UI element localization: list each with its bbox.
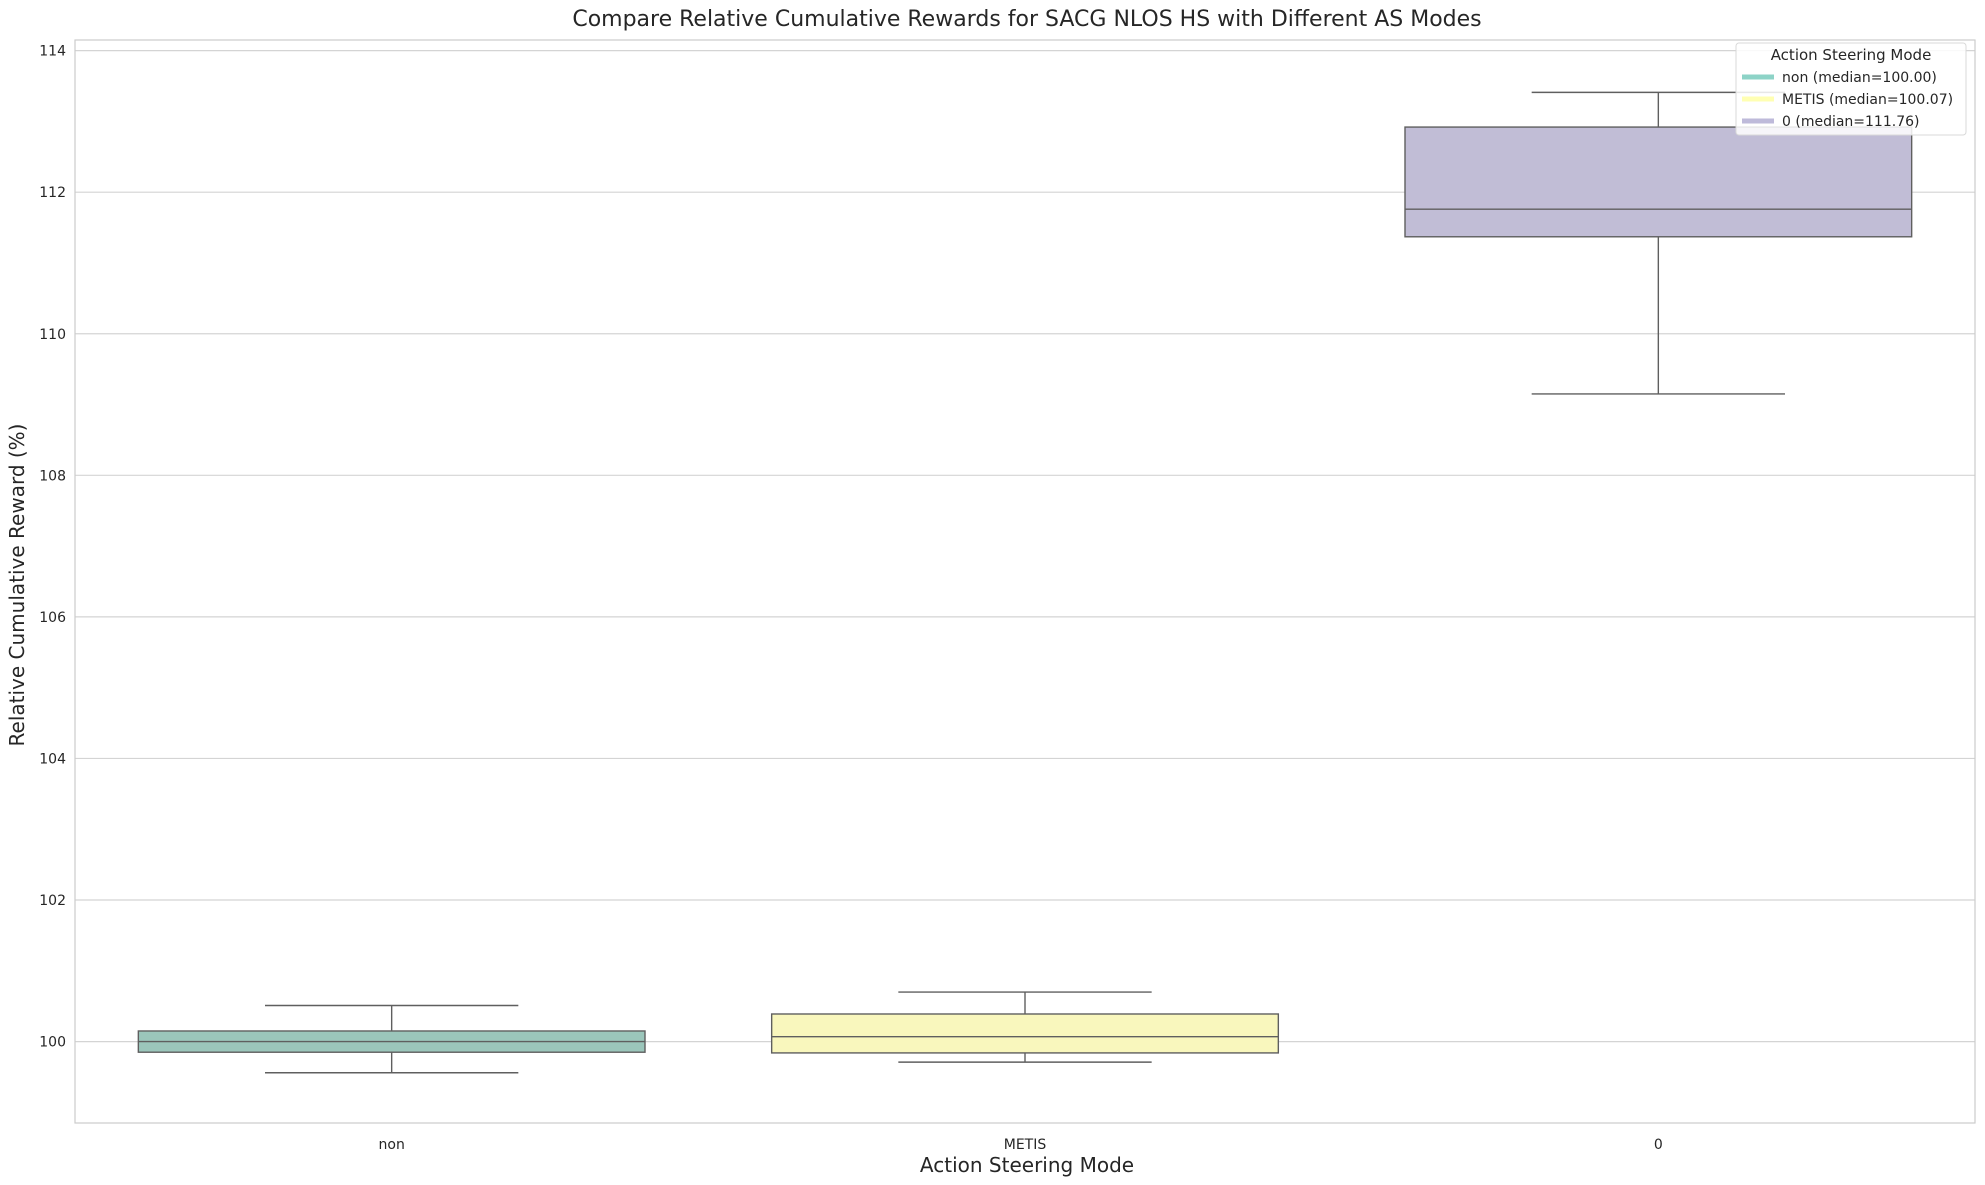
legend-title: Action Steering Mode [1771,46,1932,64]
box-series [137,91,1913,1074]
plot-frame [74,39,1976,1124]
legend-label: non (median=100.00) [1782,70,1937,86]
y-tick-label-114: 114 [39,44,66,60]
x-tick-labels: non METIS 0 [379,1137,1663,1153]
legend-box [1735,42,1967,136]
box-2 [770,991,1280,1063]
y-tick-labels: 100 102 104 106 108 110 112 114 [39,44,66,1051]
box-3 [1404,91,1913,395]
y-tick-label-102: 102 [39,893,66,909]
y-tick-label-108: 108 [39,468,66,484]
x-tick-label-2: METIS [1004,1137,1047,1153]
legend-entry-3: 0 (median=111.76) [1742,114,1919,130]
x-tick-label-1: non [379,1137,405,1153]
x-tick-label-3: 0 [1654,1137,1663,1153]
legend-label: METIS (median=100.07) [1782,92,1953,108]
legend: Action Steering Mode non (median=100.00)… [1735,42,1967,136]
box-iqr [770,1013,1280,1054]
legend-entry-2: METIS (median=100.07) [1742,92,1953,108]
legend-label: 0 (median=111.76) [1782,114,1919,130]
box-iqr [1404,126,1913,238]
x-axis-label: Action Steering Mode [920,1153,1134,1177]
legend-entries: non (median=100.00) METIS (median=100.07)… [1742,70,1953,130]
box-1 [137,1004,646,1074]
y-tick-label-110: 110 [39,327,66,343]
y-tick-label-112: 112 [39,185,66,201]
y-tick-label-100: 100 [39,1035,66,1051]
chart-title: Compare Relative Cumulative Rewards for … [572,7,1481,32]
y-tick-label-104: 104 [39,751,66,767]
y-axis-label: Relative Cumulative Reward (%) [5,424,29,747]
legend-entry-1: non (median=100.00) [1742,70,1937,86]
y-tick-label-106: 106 [39,610,66,626]
